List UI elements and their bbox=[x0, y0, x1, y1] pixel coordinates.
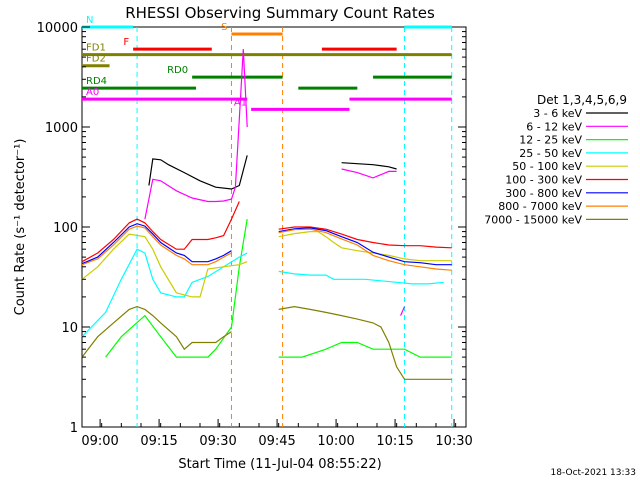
x-tick-label-1: 09:15 bbox=[140, 434, 177, 449]
series-lines bbox=[81, 49, 452, 380]
x-axis-label: Start Time (11-Jul-04 08:55:22) bbox=[178, 457, 381, 472]
series-1-segment-2 bbox=[400, 306, 406, 316]
vertical-markers bbox=[136, 27, 453, 427]
chart-title: RHESSI Observing Summary Count Rates bbox=[125, 4, 435, 22]
series-8-segment-1 bbox=[278, 305, 452, 380]
series-1-segment-1 bbox=[341, 168, 397, 179]
legend-label-4: 50 - 100 keV bbox=[512, 160, 582, 173]
x-tick-label-5: 10:15 bbox=[376, 434, 413, 449]
y-tick-label-0: 1 bbox=[70, 421, 78, 436]
x-tick-label-0: 09:00 bbox=[81, 434, 118, 449]
legend-label-2: 12 - 25 keV bbox=[519, 134, 582, 147]
series-5-segment-0 bbox=[81, 201, 240, 263]
flag-label-fd2: FD2 bbox=[86, 54, 106, 65]
flag-label-rd0: RD0 bbox=[167, 65, 188, 76]
y-tick-label-1: 10 bbox=[61, 321, 78, 336]
series-4-segment-0 bbox=[81, 233, 248, 298]
series-0-segment-1 bbox=[341, 162, 397, 170]
flag-label-a0: A0 bbox=[86, 87, 99, 98]
flag-label-rd4: RD4 bbox=[86, 76, 107, 87]
legend-label-6: 300 - 800 keV bbox=[505, 187, 582, 200]
series-2-segment-1 bbox=[278, 341, 452, 358]
series-3-segment-1 bbox=[278, 270, 444, 285]
flag-label-n: N bbox=[86, 15, 93, 26]
series-3-segment-0 bbox=[81, 248, 248, 338]
y-tick-label-3: 1000 bbox=[45, 121, 78, 136]
y-axis-label: Count Rate (s⁻¹ detector⁻¹) bbox=[13, 139, 28, 316]
x-tick-label-6: 10:30 bbox=[435, 434, 472, 449]
series-2-segment-0 bbox=[105, 219, 248, 358]
x-axis: 09:00 09:15 09:30 09:45 10:00 10:15 10:30 bbox=[81, 419, 473, 449]
series-6-segment-0 bbox=[81, 223, 232, 265]
flag-label-f: F bbox=[123, 37, 129, 48]
series-4-segment-1 bbox=[278, 231, 452, 262]
x-tick-label-3: 09:45 bbox=[258, 434, 295, 449]
legend-title: Det 1,3,4,5,6,9 bbox=[537, 93, 627, 107]
series-5-segment-1 bbox=[278, 226, 452, 249]
y-tick-label-4: 10000 bbox=[37, 21, 78, 36]
flag-label-s: S bbox=[221, 22, 227, 33]
y-axis: 1 10 100 1000 10000 bbox=[37, 21, 466, 436]
legend-label-0: 3 - 6 keV bbox=[533, 107, 582, 120]
series-1-segment-0 bbox=[144, 49, 248, 220]
footer-date: 18-Oct-2021 13:33 bbox=[551, 468, 636, 478]
series-8-segment-0 bbox=[81, 305, 232, 358]
y-tick-label-2: 100 bbox=[53, 221, 78, 236]
legend-label-5: 100 - 300 keV bbox=[505, 174, 582, 187]
series-0-segment-0 bbox=[148, 155, 248, 190]
x-tick-label-2: 09:30 bbox=[199, 434, 236, 449]
x-tick-label-4: 10:00 bbox=[317, 434, 354, 449]
legend-label-3: 25 - 50 keV bbox=[519, 147, 582, 160]
series-7-segment-1 bbox=[278, 228, 452, 271]
flag-label-fd1: FD1 bbox=[86, 43, 106, 54]
series-6-segment-1 bbox=[278, 227, 452, 266]
legend-label-8: 7000 - 15000 keV bbox=[484, 213, 582, 226]
legend-label-1: 6 - 12 keV bbox=[526, 120, 582, 133]
legend-label-7: 800 - 7000 keV bbox=[498, 200, 582, 213]
series-7-segment-0 bbox=[81, 225, 232, 266]
